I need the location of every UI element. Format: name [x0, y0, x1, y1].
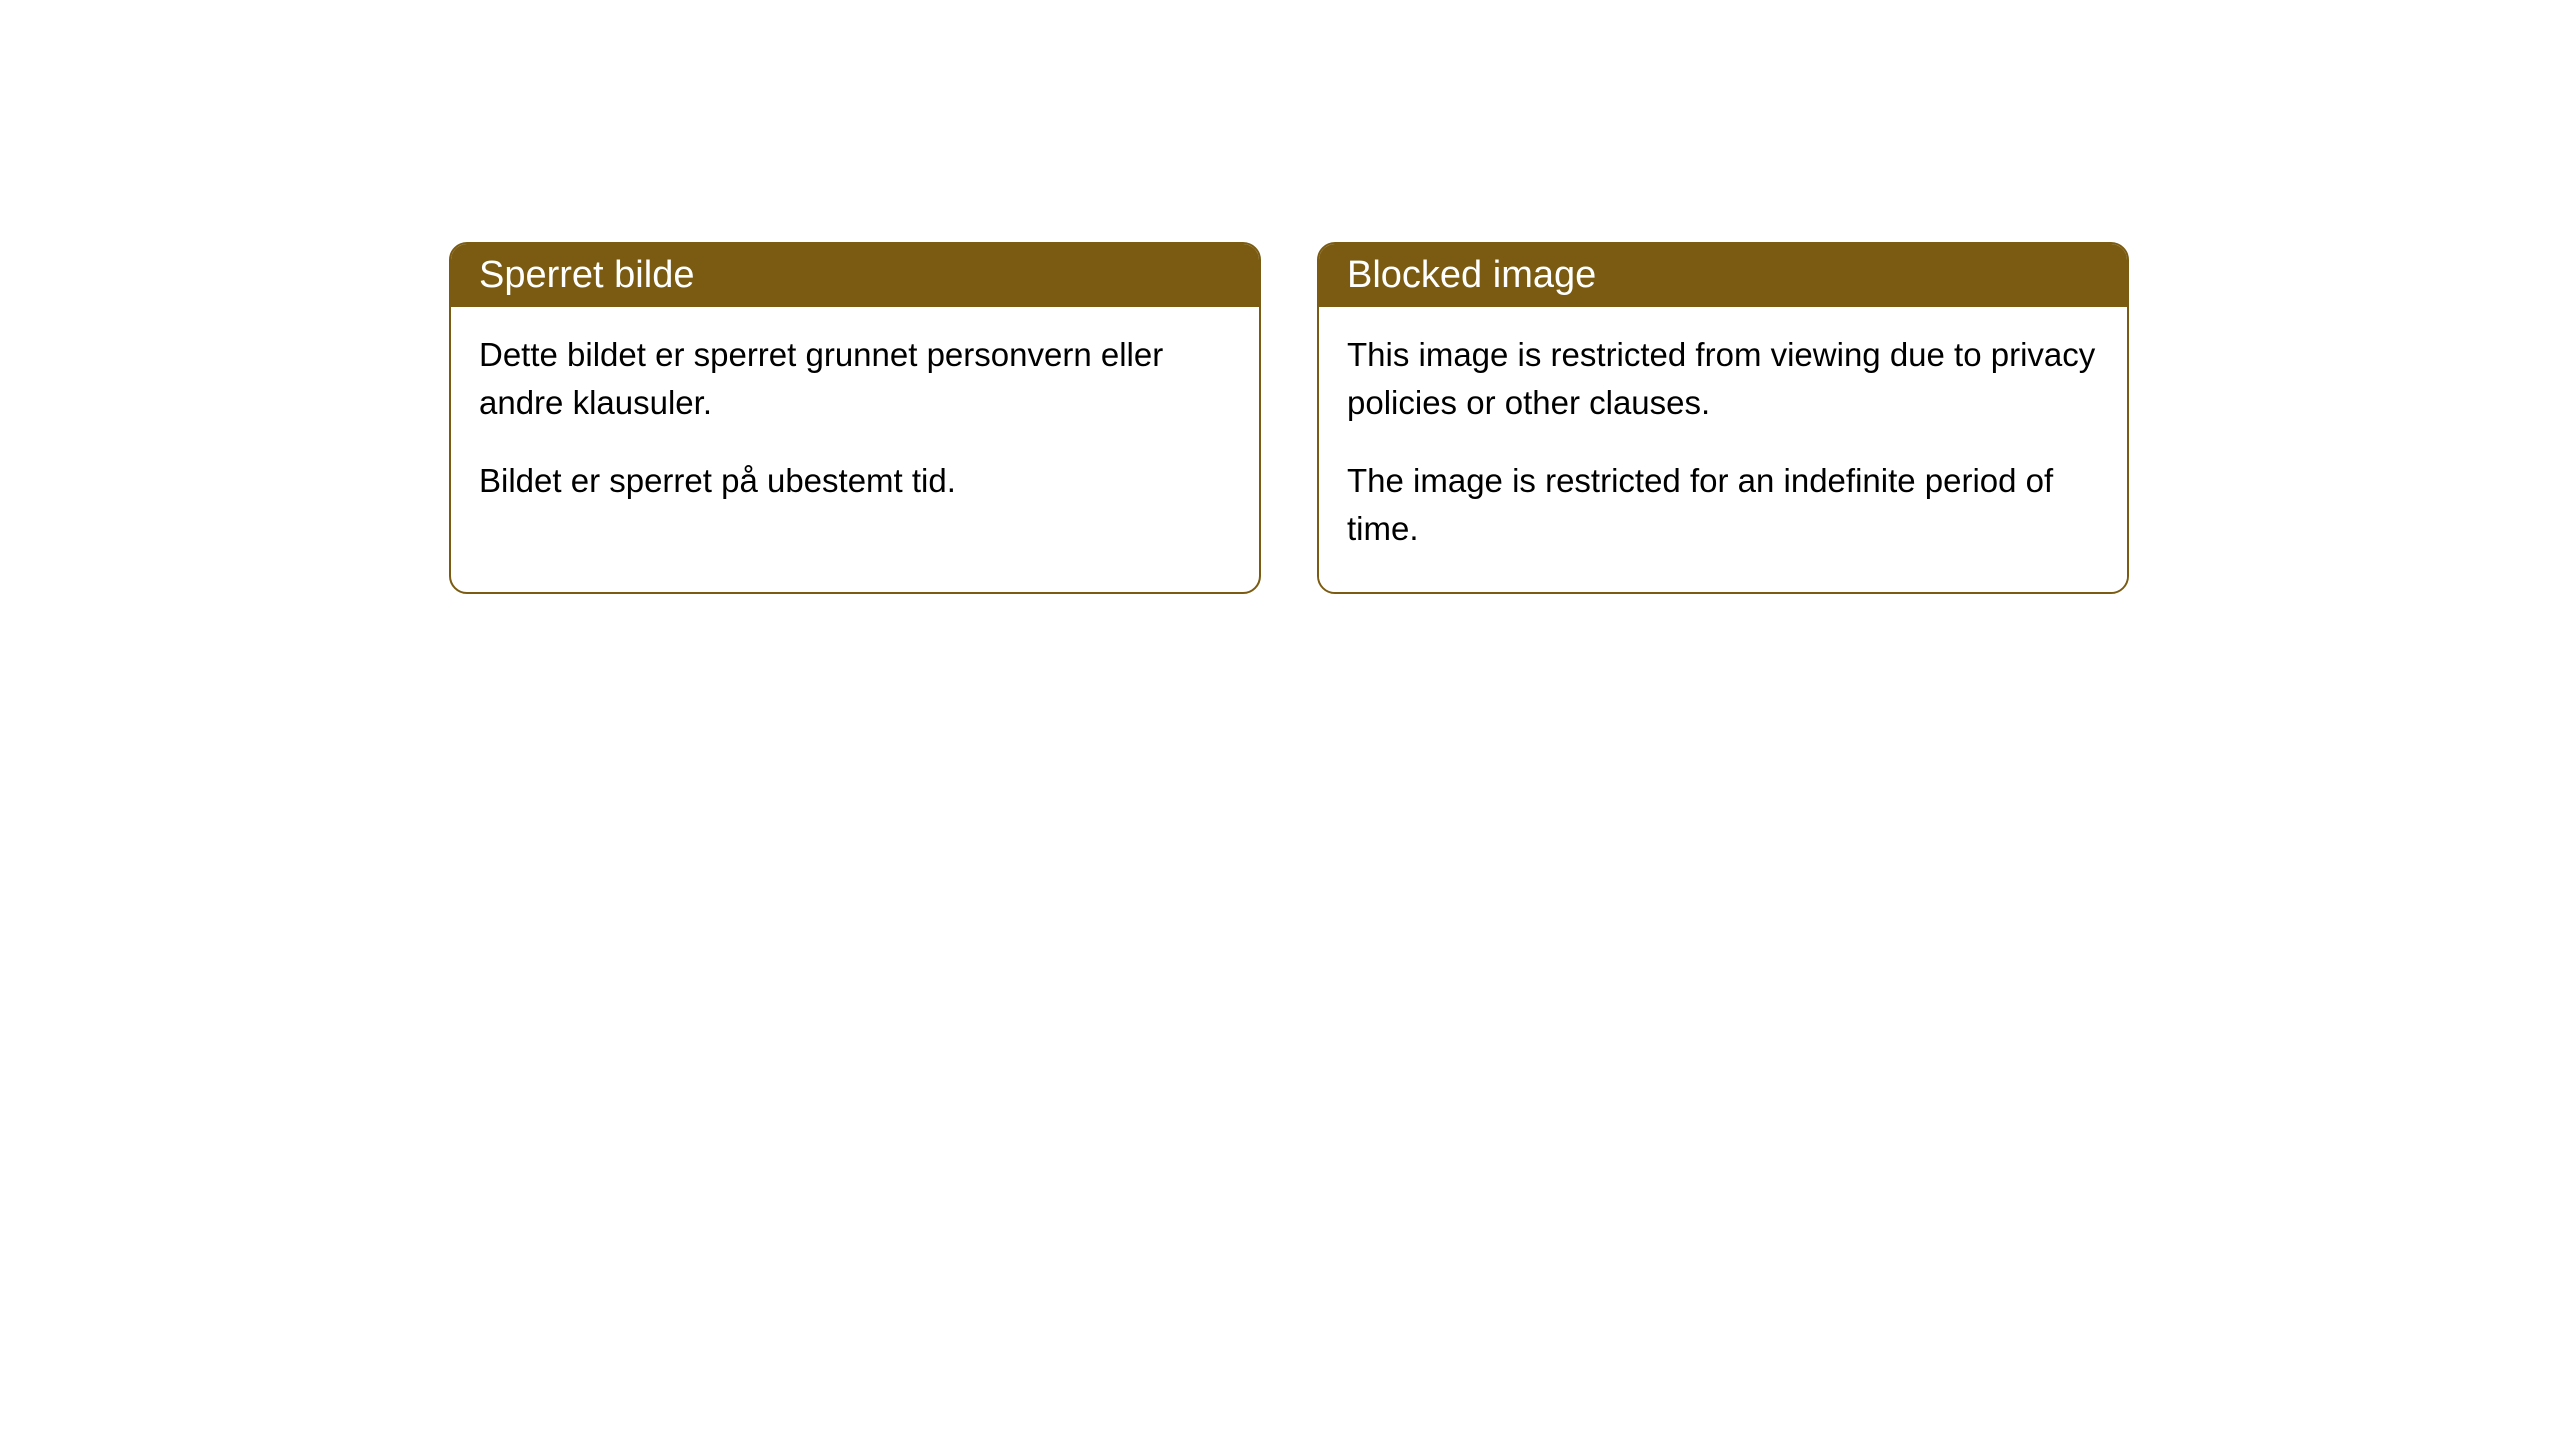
blocked-image-card-en: Blocked image This image is restricted f… — [1317, 242, 2129, 594]
notice-text-no-1: Dette bildet er sperret grunnet personve… — [479, 331, 1231, 427]
notice-text-no-2: Bildet er sperret på ubestemt tid. — [479, 457, 1231, 505]
card-body-no: Dette bildet er sperret grunnet personve… — [451, 307, 1259, 545]
card-header-no: Sperret bilde — [451, 244, 1259, 307]
notice-text-en-2: The image is restricted for an indefinit… — [1347, 457, 2099, 553]
notice-text-en-1: This image is restricted from viewing du… — [1347, 331, 2099, 427]
blocked-image-card-no: Sperret bilde Dette bildet er sperret gr… — [449, 242, 1261, 594]
card-body-en: This image is restricted from viewing du… — [1319, 307, 2127, 592]
notice-cards-container: Sperret bilde Dette bildet er sperret gr… — [449, 242, 2129, 594]
card-header-en: Blocked image — [1319, 244, 2127, 307]
